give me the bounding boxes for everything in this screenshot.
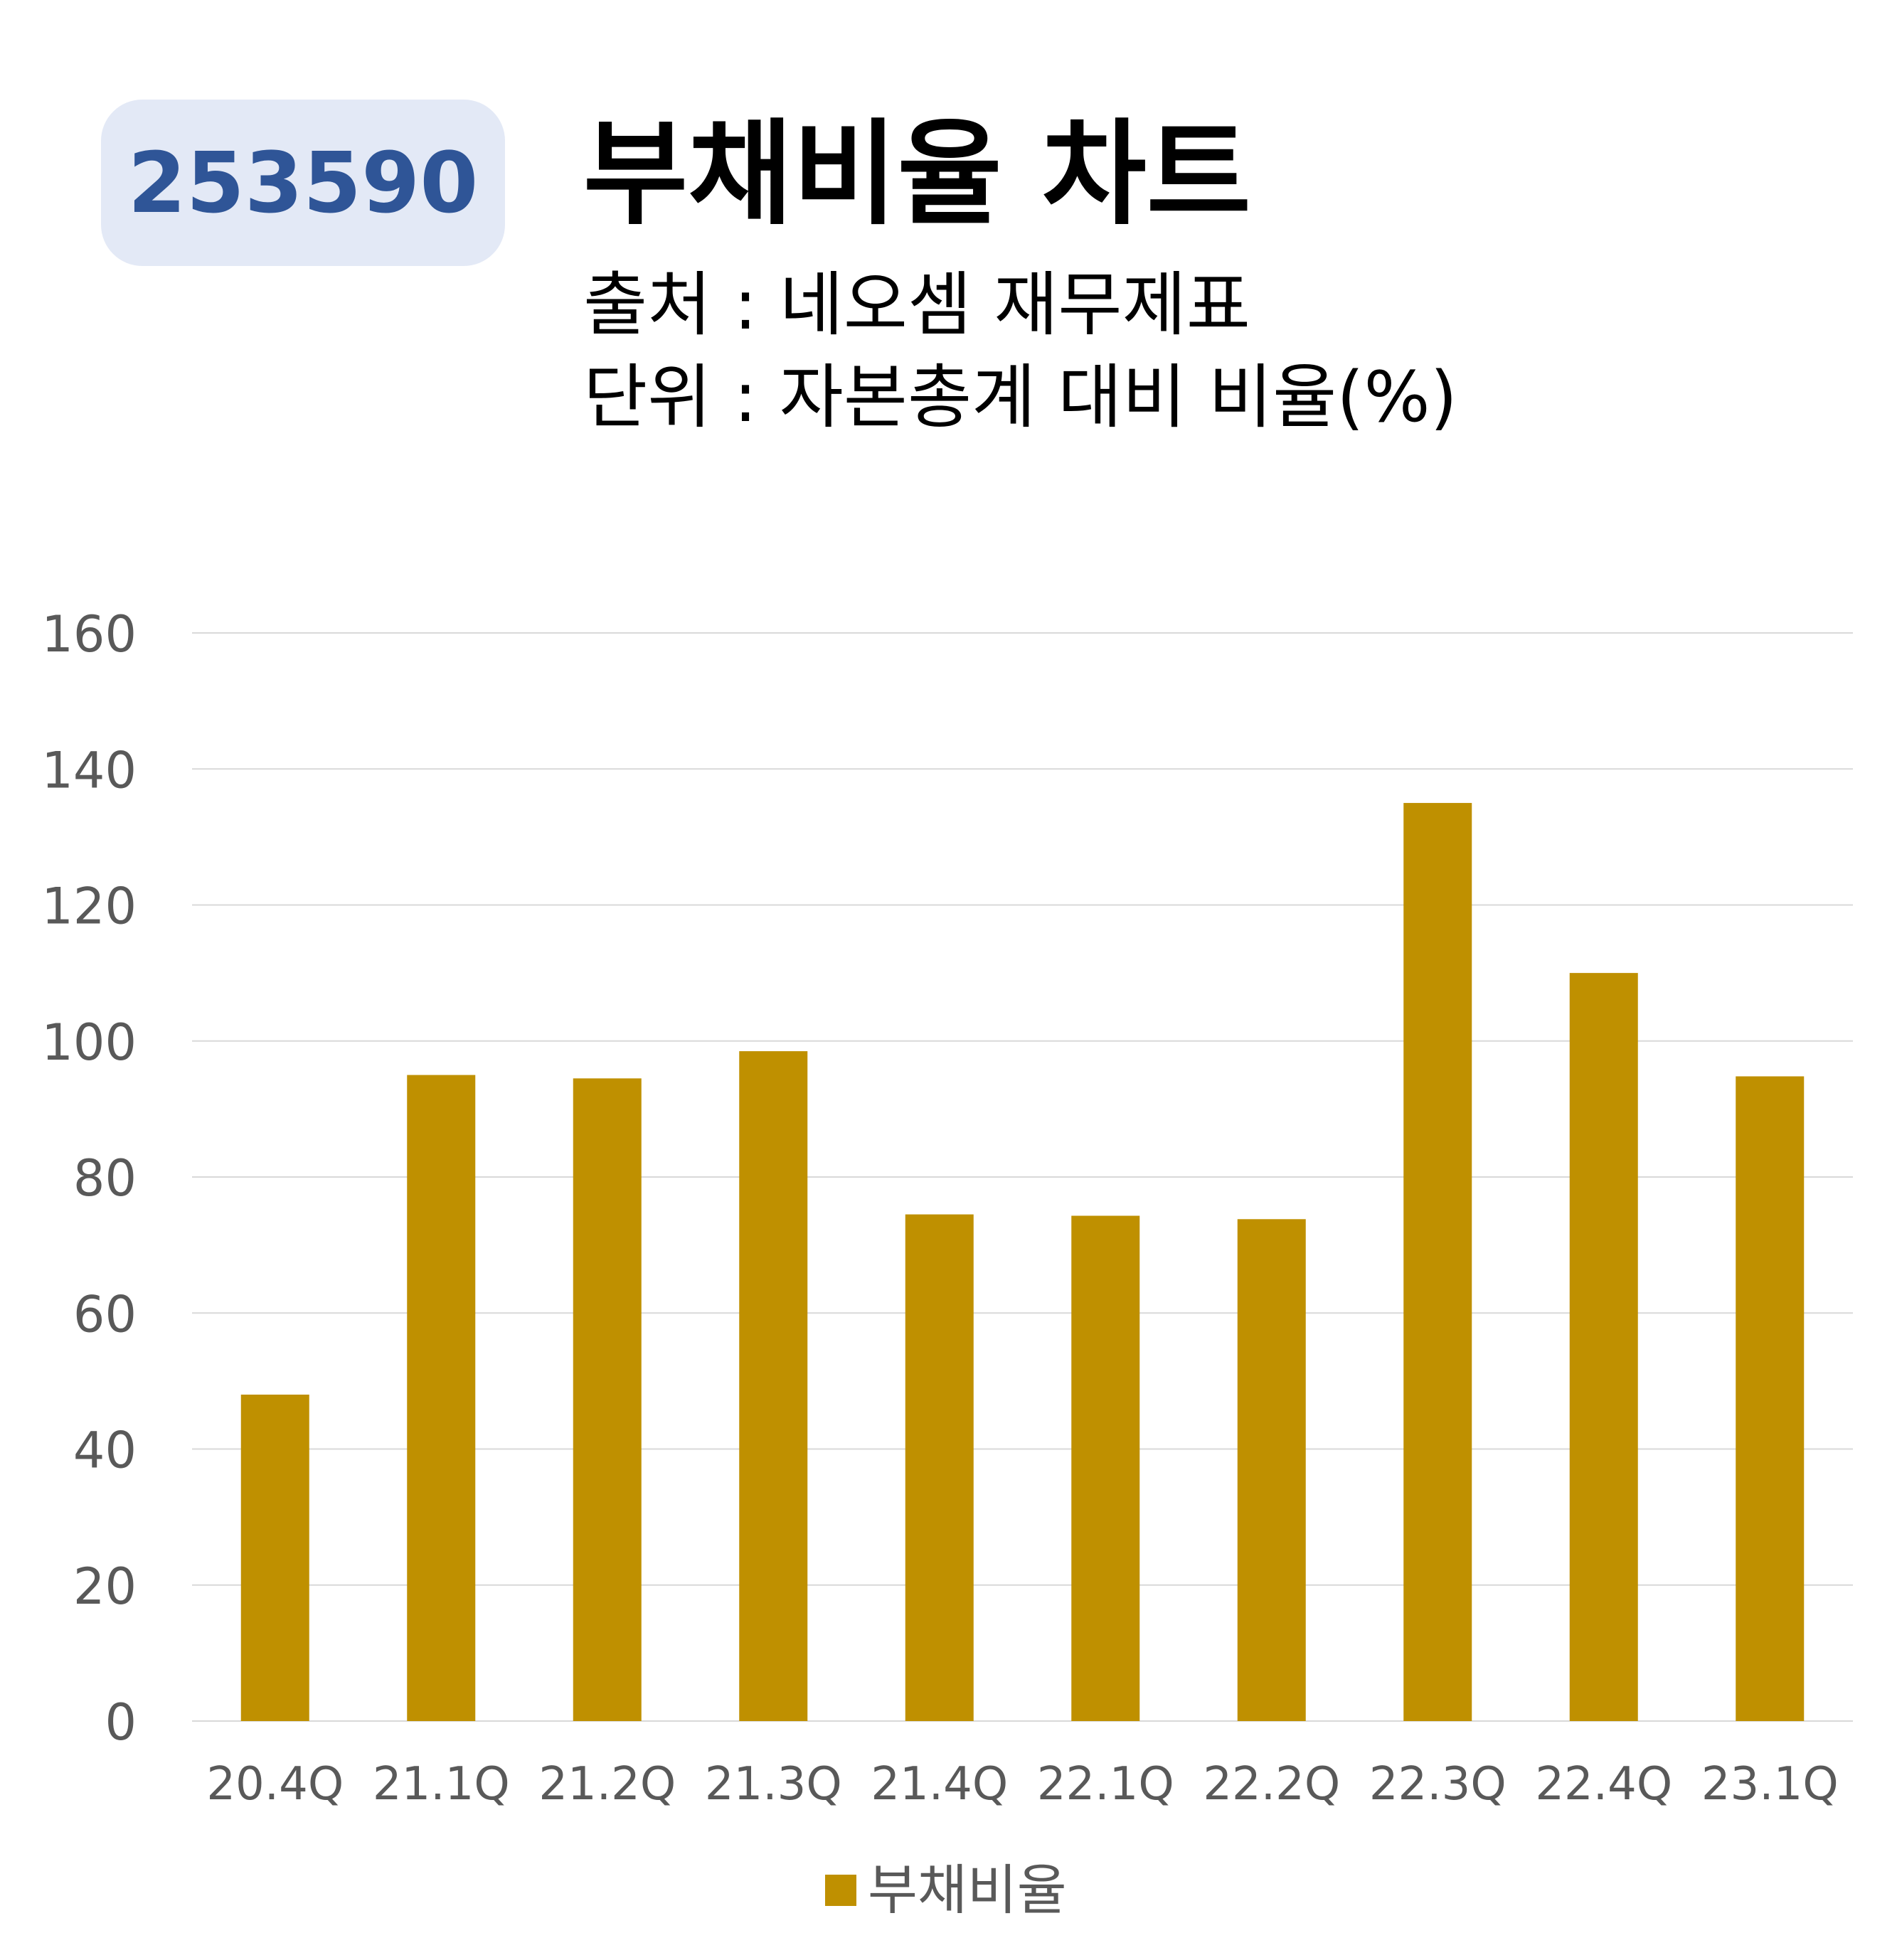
bar bbox=[1071, 1215, 1140, 1721]
legend-label: 부채비율 bbox=[868, 1858, 1067, 1922]
y-tick-label: 120 bbox=[41, 878, 137, 936]
unit-line: 단위 : 자본총계 대비 비율(%) bbox=[583, 357, 1457, 438]
x-tick-label: 20.4Q bbox=[206, 1758, 344, 1811]
y-tick-label: 40 bbox=[73, 1422, 137, 1480]
y-tick-label: 60 bbox=[73, 1285, 137, 1343]
x-tick-label: 21.3Q bbox=[705, 1758, 842, 1811]
bar bbox=[573, 1078, 642, 1721]
x-tick-label: 22.2Q bbox=[1203, 1758, 1340, 1811]
y-tick-label: 20 bbox=[73, 1557, 137, 1616]
bar bbox=[739, 1051, 808, 1721]
y-tick-label: 0 bbox=[105, 1693, 137, 1752]
y-tick-label: 140 bbox=[41, 741, 137, 799]
legend: 부채비율 bbox=[825, 1863, 1067, 1917]
legend-swatch bbox=[825, 1875, 856, 1906]
bar bbox=[1569, 973, 1638, 1721]
bar bbox=[1403, 803, 1472, 1721]
x-tick-label: 21.4Q bbox=[871, 1758, 1008, 1811]
bar bbox=[1237, 1219, 1306, 1721]
y-tick-label: 160 bbox=[41, 605, 137, 664]
x-tick-label: 21.1Q bbox=[373, 1758, 510, 1811]
bar bbox=[1736, 1076, 1805, 1721]
bar bbox=[407, 1075, 476, 1721]
ticker-badge: 253590 bbox=[101, 100, 505, 266]
y-tick-label: 100 bbox=[41, 1013, 137, 1072]
bar bbox=[905, 1214, 974, 1721]
x-tick-label: 21.2Q bbox=[538, 1758, 676, 1811]
x-tick-label: 23.1Q bbox=[1701, 1758, 1839, 1811]
x-tick-label: 22.1Q bbox=[1037, 1758, 1174, 1811]
ticker-code: 253590 bbox=[127, 134, 479, 232]
source-line: 출처 : 네오셈 재무제표 bbox=[583, 265, 1250, 346]
bar bbox=[240, 1395, 309, 1721]
x-tick-label: 22.3Q bbox=[1369, 1758, 1507, 1811]
x-tick-label: 22.4Q bbox=[1535, 1758, 1672, 1811]
chart-title: 부채비율 차트 bbox=[583, 107, 1251, 240]
y-tick-label: 80 bbox=[73, 1149, 137, 1208]
